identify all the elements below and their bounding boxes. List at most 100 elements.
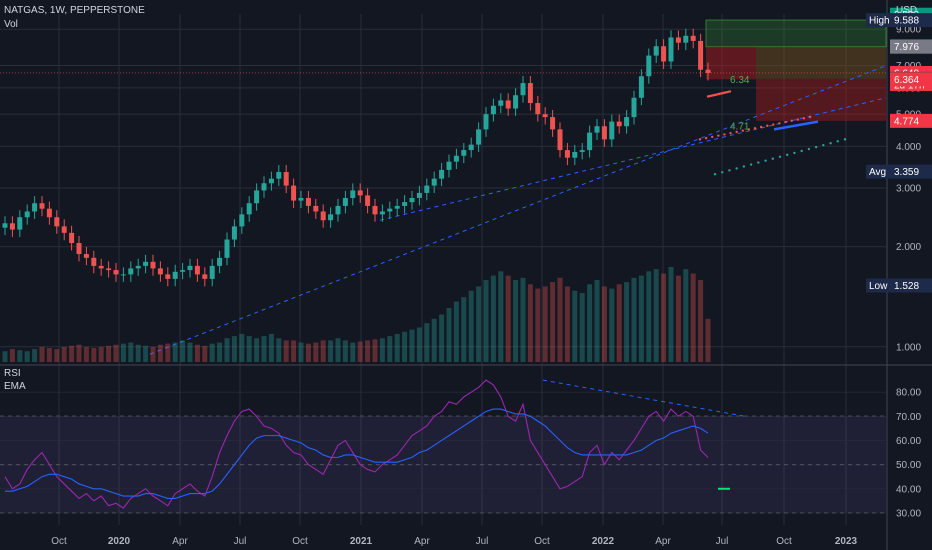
ema-label[interactable]: EMA — [4, 381, 26, 392]
candle-body — [24, 211, 30, 218]
rsi-tick-label: 50.00 — [896, 460, 921, 471]
projection-dot — [796, 118, 799, 121]
volume-bar — [513, 279, 519, 362]
candle-body — [135, 265, 141, 269]
volume-bar — [202, 345, 208, 362]
candle-body — [409, 197, 415, 203]
candle-body — [357, 190, 363, 196]
projection-dot — [778, 122, 781, 125]
candle-body — [557, 129, 563, 151]
volume-bar — [254, 338, 260, 362]
volume-bar — [372, 339, 378, 362]
volume-bar — [661, 273, 667, 362]
volume-bar — [342, 340, 348, 362]
low-tag-bg — [890, 278, 932, 293]
volume-bar — [2, 351, 8, 362]
stop-zone-lower — [756, 78, 886, 121]
volume-bar — [261, 336, 267, 362]
candle-body — [261, 183, 267, 191]
avg-tag: 3.359 — [894, 167, 919, 178]
trendline-upper — [149, 65, 887, 355]
volume-bar — [424, 323, 430, 362]
volume-bar — [468, 290, 474, 362]
projection-dot — [814, 145, 818, 149]
projection-label-lower: 4.71 — [730, 121, 750, 132]
candle-body — [350, 190, 356, 198]
volume-bar — [535, 288, 541, 362]
avg-tag-label: Avg — [869, 167, 886, 178]
time-tick-label: Jul — [716, 536, 729, 547]
candle-body — [9, 223, 15, 230]
rsi-label[interactable]: RSI — [4, 368, 21, 379]
avg-tag-bg — [890, 164, 932, 179]
candle-body — [646, 55, 652, 77]
volume-bar — [106, 345, 112, 362]
candle-body — [305, 197, 311, 206]
price-tick-label: 9.000 — [896, 25, 921, 36]
volume-bar — [638, 275, 644, 362]
currency-label[interactable]: USD — [896, 5, 918, 16]
projection-dot — [729, 131, 732, 135]
candle-body — [239, 214, 245, 227]
time-tick-label: 2023 — [835, 536, 858, 547]
candle-body — [365, 195, 371, 206]
volume-bar — [357, 341, 363, 362]
candle-body — [32, 203, 38, 212]
projection-dot — [771, 157, 774, 160]
candle-body — [313, 205, 319, 212]
rsi-trendline — [542, 379, 746, 417]
high-tag: 9.588 — [894, 16, 919, 27]
volume-bar — [335, 338, 341, 362]
candle-body — [143, 261, 149, 266]
stop-top-tag-bg — [890, 72, 932, 87]
candle-body — [483, 114, 489, 130]
candle-body — [372, 205, 378, 215]
price-tick-label: 3.000 — [896, 184, 921, 195]
projection-dot — [728, 169, 731, 172]
volume-bar — [239, 333, 245, 362]
rsi-panel — [0, 391, 886, 514]
volume-bar — [165, 343, 171, 362]
volume-bar — [675, 275, 681, 362]
candle-body — [46, 208, 52, 218]
candle-body — [631, 97, 637, 118]
vol-label[interactable]: Vol — [4, 19, 18, 30]
volume-bar — [705, 318, 711, 362]
candle-body — [424, 185, 430, 193]
candle-body — [91, 257, 97, 266]
projection-dot — [772, 123, 775, 126]
candle-body — [446, 161, 452, 170]
entry-tag-bg — [890, 39, 932, 54]
volume-bar — [246, 336, 252, 362]
projection-dot — [843, 138, 847, 141]
volume-bar — [39, 346, 45, 362]
candle-body — [527, 83, 533, 104]
projection-dot — [704, 136, 708, 140]
candle-body — [476, 129, 482, 145]
price-tick-label: 1.000 — [896, 342, 921, 353]
candle-body — [54, 217, 60, 227]
candle-body — [705, 69, 711, 73]
price-tick-label: 4.000 — [896, 142, 921, 153]
candle-body — [698, 40, 704, 70]
risk-reward-zones — [0, 19, 887, 121]
candle-body — [83, 254, 89, 258]
candle-body — [231, 226, 237, 240]
volume-bar — [209, 343, 215, 362]
candle-body — [675, 37, 681, 43]
target-zone — [705, 19, 887, 48]
candle-body — [268, 178, 274, 184]
high-tag-label: High — [869, 16, 890, 27]
volume-bar — [409, 329, 415, 362]
projection-dot — [829, 142, 832, 145]
projection-dot — [778, 155, 782, 158]
candle-body — [439, 169, 445, 179]
symbol-title[interactable]: NATGAS, 1W, PEPPERSTONE — [4, 5, 145, 16]
projection-dot — [721, 171, 724, 174]
time-tick-label: Oct — [776, 536, 792, 547]
time-tick-label: Apr — [655, 536, 671, 547]
volume-bar — [668, 267, 674, 362]
volume-bar — [365, 340, 371, 362]
projection-dot — [735, 130, 738, 134]
